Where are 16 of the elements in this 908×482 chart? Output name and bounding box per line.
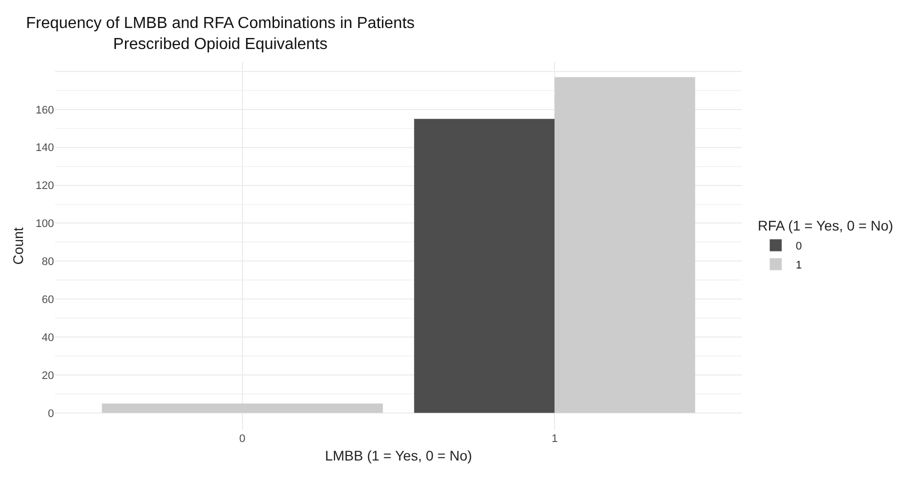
y-tick-label: 0	[48, 408, 54, 420]
x-axis-title: LMBB (1 = Yes, 0 = No)	[324, 447, 472, 464]
bar	[414, 118, 555, 413]
y-tick-label: 80	[42, 256, 54, 268]
legend-label: 0	[796, 240, 802, 252]
y-tick-label: 100	[36, 218, 54, 230]
y-tick-label: 20	[42, 370, 54, 382]
y-tick-label: 140	[36, 142, 54, 154]
y-tick-label: 160	[36, 104, 54, 116]
chart-title: Frequency of LMBB and RFA Combinations in Patients Prescribed Opioid Equivalents	[26, 15, 415, 53]
legend-label: 1	[796, 259, 802, 272]
y-tick-label: 120	[36, 180, 54, 192]
y-tick-label: 60	[42, 294, 54, 306]
y-tick-label: 40	[42, 332, 54, 344]
legend-title: RFA (1 = Yes, 0 = No)	[758, 218, 894, 234]
y-axis-title: Count	[10, 227, 26, 265]
